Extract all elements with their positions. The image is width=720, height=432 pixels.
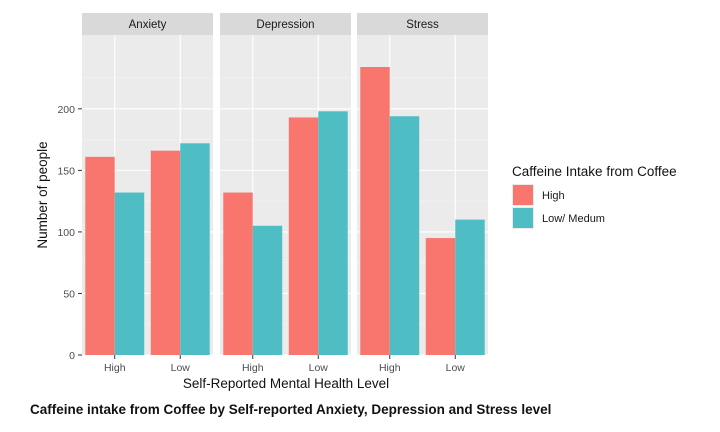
facet-strip-depression [220,13,351,35]
y-tick-label: 100 [57,227,75,239]
bar-stress-high-series-2 [389,116,420,355]
x-tick-label-low: Low [171,362,191,374]
x-tick-label-high: High [104,362,126,374]
facet-strip-anxiety [82,13,213,35]
legend-swatch-1 [513,185,533,205]
legend-swatch-2 [513,208,533,228]
legend-label-2: Low/ Medum [542,213,605,225]
x-tick-label-low: Low [446,362,466,374]
y-tick-label: 50 [63,288,75,300]
x-tick-label-low: Low [309,362,329,374]
faceted-bar-chart: Anxiety High Low Depression High Low Stress Hig… [35,13,677,391]
facet-label-anxiety: Anxiety [129,19,167,31]
y-tick-label: 150 [57,165,75,177]
y-tick-label: 0 [69,350,75,362]
bar-depression-low-series-1 [288,117,319,355]
facet-label-depression: Depression [256,19,314,31]
bar-anxiety-high-series-2 [114,192,145,355]
bar-depression-high-series-2 [252,225,283,355]
y-tick-label: 200 [57,104,75,116]
x-tick-label-high: High [242,362,264,374]
x-axis-title: Self-Reported Mental Health Level [183,376,389,391]
bar-stress-low-series-2 [455,219,485,355]
bar-stress-low-series-1 [425,238,456,355]
y-axis-title: Number of people [35,141,50,248]
bar-anxiety-high-series-1 [85,156,115,355]
bar-stress-high-series-1 [360,67,390,355]
facet-strip-stress [357,13,488,35]
bar-anxiety-low-series-1 [150,150,181,355]
bar-depression-high-series-1 [223,192,253,355]
legend-label-1: High [542,190,565,202]
legend-title: Caffeine Intake from Coffee [512,164,677,179]
bar-anxiety-low-series-2 [180,143,210,355]
x-tick-label-high: High [379,362,401,374]
facet-label-stress: Stress [406,19,439,31]
figure-caption: Caffeine intake from Coffee by Self-repo… [30,402,552,417]
bar-depression-low-series-2 [318,111,348,355]
